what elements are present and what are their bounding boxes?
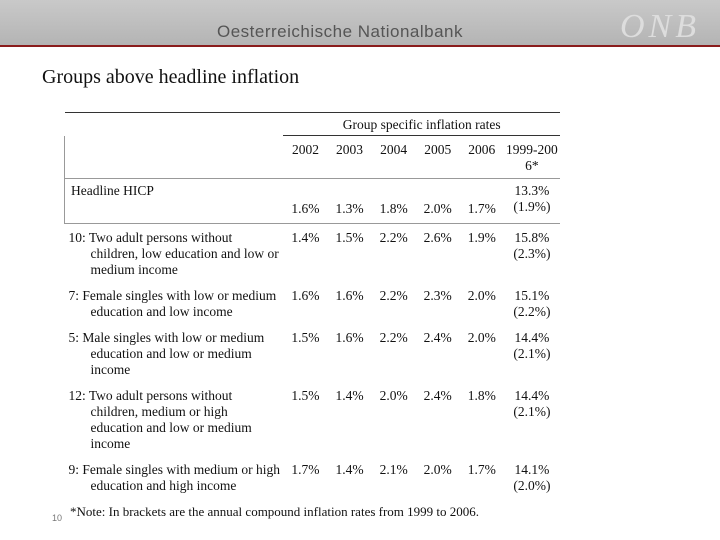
cell: 1.7% — [467, 462, 496, 477]
cell: 2.1% — [379, 462, 408, 477]
cell: 1.6% — [291, 288, 320, 303]
page-number: 10 — [52, 513, 63, 523]
cell: 1.4% — [335, 462, 364, 477]
cell: 2.0% — [467, 330, 496, 345]
column-header: 2005 — [424, 142, 452, 157]
group-row: 9: Female singles with medium or high ed… — [65, 456, 561, 498]
cell: 1.5% — [335, 230, 364, 245]
row-label-text: 7: Female singles with low or medium edu… — [68, 288, 277, 319]
row-label-text: 12: Two adult persons without children, … — [68, 388, 252, 451]
total: 14.4% — [514, 330, 550, 345]
row-label-text: 5: Male singles with low or medium educa… — [68, 330, 265, 377]
slide-title: Groups above headline inflation — [42, 66, 300, 88]
cell: 2.0% — [423, 201, 452, 216]
header-row: 2002 2003 2004 2005 2006 1999-2006* — [64, 135, 560, 179]
total: 15.1% — [514, 288, 550, 303]
cell: 1.6% — [291, 201, 320, 216]
cell: 1.8% — [467, 388, 496, 403]
annual-rate: (2.1%) — [513, 346, 551, 361]
table-caption: Group specific inflation rates — [283, 112, 560, 136]
column-header: 2003 — [336, 142, 364, 157]
total-cell: 13.3% (1.9%) — [504, 179, 560, 224]
total-cell: 14.1% (2.0%) — [504, 456, 560, 498]
cell: 1.8% — [379, 201, 408, 216]
cell: 2.6% — [423, 230, 452, 245]
cell: 2.2% — [379, 230, 408, 245]
row-label-text: Headline HICP — [71, 183, 154, 198]
cell: 1.3% — [335, 201, 364, 216]
headline-row: Headline HICP 1.6% 1.3% 1.8% 2.0% 1.7% 13.3% (1… — [64, 178, 560, 224]
annual-rate: (2.0%) — [513, 478, 551, 493]
row-label: 9: Female singles with medium or high ed… — [65, 456, 284, 498]
total: 15.8% — [514, 230, 550, 245]
total-cell: 15.1% (2.2%) — [504, 282, 560, 324]
cell: 1.5% — [291, 388, 320, 403]
row-label-text: 10: Two adult persons without children, … — [68, 230, 279, 277]
cell: 1.6% — [335, 330, 364, 345]
cell: 1.7% — [467, 201, 496, 216]
cell: 2.0% — [467, 288, 496, 303]
cell: 2.4% — [423, 388, 452, 403]
cell: 2.0% — [379, 388, 408, 403]
logo: ONB — [620, 8, 700, 45]
total-cell: 14.4% (2.1%) — [504, 324, 560, 382]
cell: 2.4% — [423, 330, 452, 345]
banner: Oesterreichische Nationalbank ONB — [0, 0, 720, 47]
cell: 2.2% — [379, 288, 408, 303]
cell: 1.4% — [335, 388, 364, 403]
total: 14.1% — [514, 462, 550, 477]
total: 14.4% — [514, 388, 550, 403]
bank-name: Oesterreichische Nationalbank — [216, 22, 463, 41]
row-label: 12: Two adult persons without children, … — [65, 382, 284, 456]
column-header: 2006 — [468, 142, 496, 157]
cell: 2.2% — [379, 330, 408, 345]
column-header: 2002 — [291, 142, 319, 157]
total-cell: 14.4% (2.1%) — [504, 382, 560, 456]
note: *Note: In brackets are the annual compou… — [70, 504, 480, 519]
blank — [64, 135, 284, 179]
cell: 2.0% — [423, 462, 452, 477]
row-label: 5: Male singles with low or medium educa… — [65, 324, 284, 382]
cell: 1.6% — [335, 288, 364, 303]
group-row: 5: Male singles with low or medium educa… — [65, 324, 561, 382]
table-figure: Group specific inflation rates 2002 2003 20… — [64, 112, 560, 520]
group-row: 7: Female singles with low or medium edu… — [65, 282, 561, 324]
cell: 1.9% — [467, 230, 496, 245]
annual-rate: (2.2%) — [513, 304, 551, 319]
table: Group specific inflation rates 2002 2003 20… — [64, 112, 560, 498]
total-cell: 15.8% (2.3%) — [504, 224, 560, 283]
group-row: 10: Two adult persons without children, … — [65, 224, 561, 283]
cell: 1.4% — [291, 230, 320, 245]
row-label: 7: Female singles with low or medium edu… — [65, 282, 284, 324]
annual-rate: (2.3%) — [513, 246, 551, 261]
row-label: 10: Two adult persons without children, … — [65, 224, 284, 283]
total: 13.3% — [514, 183, 550, 198]
annual-rate: (2.1%) — [513, 404, 551, 419]
annual-rate: (1.9%) — [513, 199, 551, 214]
cell: 1.5% — [291, 330, 320, 345]
caption-row: Group specific inflation rates — [64, 112, 560, 136]
cell: 2.3% — [423, 288, 452, 303]
column-header: 2004 — [380, 142, 408, 157]
column-header: 1999-2006* — [506, 142, 558, 173]
blank — [65, 113, 284, 136]
cell: 1.7% — [291, 462, 320, 477]
row-label-text: 9: Female singles with medium or high ed… — [68, 462, 280, 493]
group-row: 12: Two adult persons without children, … — [65, 382, 561, 456]
row-label: Headline HICP — [64, 178, 284, 224]
